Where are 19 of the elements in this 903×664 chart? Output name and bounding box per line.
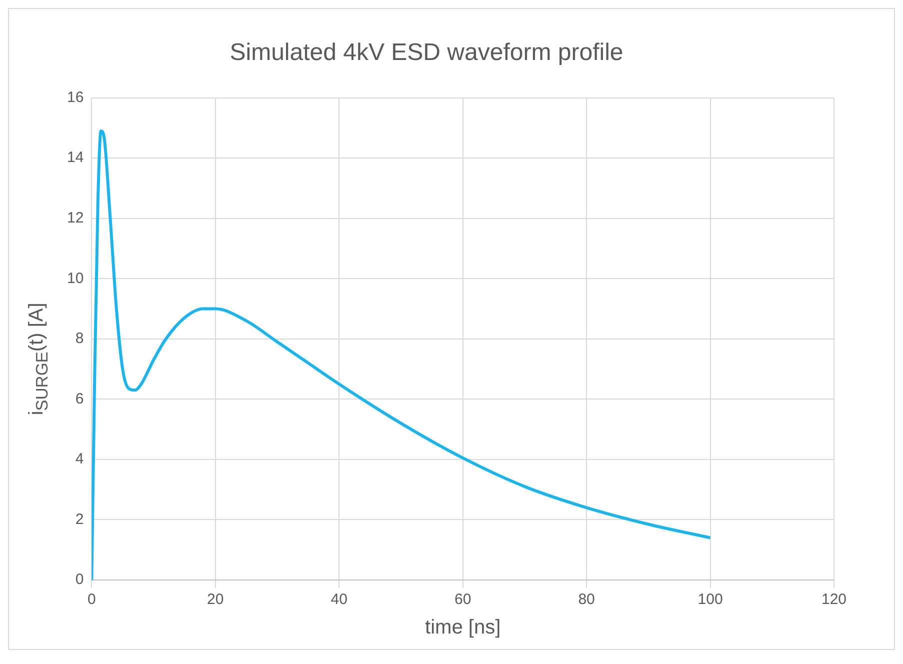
x-tick-label: 0 <box>88 591 96 608</box>
y-tick-label: 0 <box>75 571 84 588</box>
y-tick-label: 6 <box>75 390 84 408</box>
x-tick-label: 100 <box>698 591 723 608</box>
y-tick-label: 16 <box>66 88 84 106</box>
x-tick-label: 20 <box>207 591 224 608</box>
y-tick-label: 12 <box>66 209 84 226</box>
y-tick-label: 10 <box>66 270 84 287</box>
y-tick-label: 4 <box>75 450 84 468</box>
chart-title: Simulated 4kV ESD waveform profile <box>230 39 624 66</box>
y-tick-label: 14 <box>66 149 84 166</box>
line-series <box>92 129 712 580</box>
y-tick-label: 2 <box>75 510 84 528</box>
x-tick-label: 40 <box>330 591 348 608</box>
x-tick-label: 60 <box>454 591 472 608</box>
x-tick-label: 120 <box>821 591 847 608</box>
x-tick-label: 80 <box>578 591 595 608</box>
y-tick-label: 8 <box>75 330 84 348</box>
x-axis-title: time [ns] <box>425 616 501 639</box>
